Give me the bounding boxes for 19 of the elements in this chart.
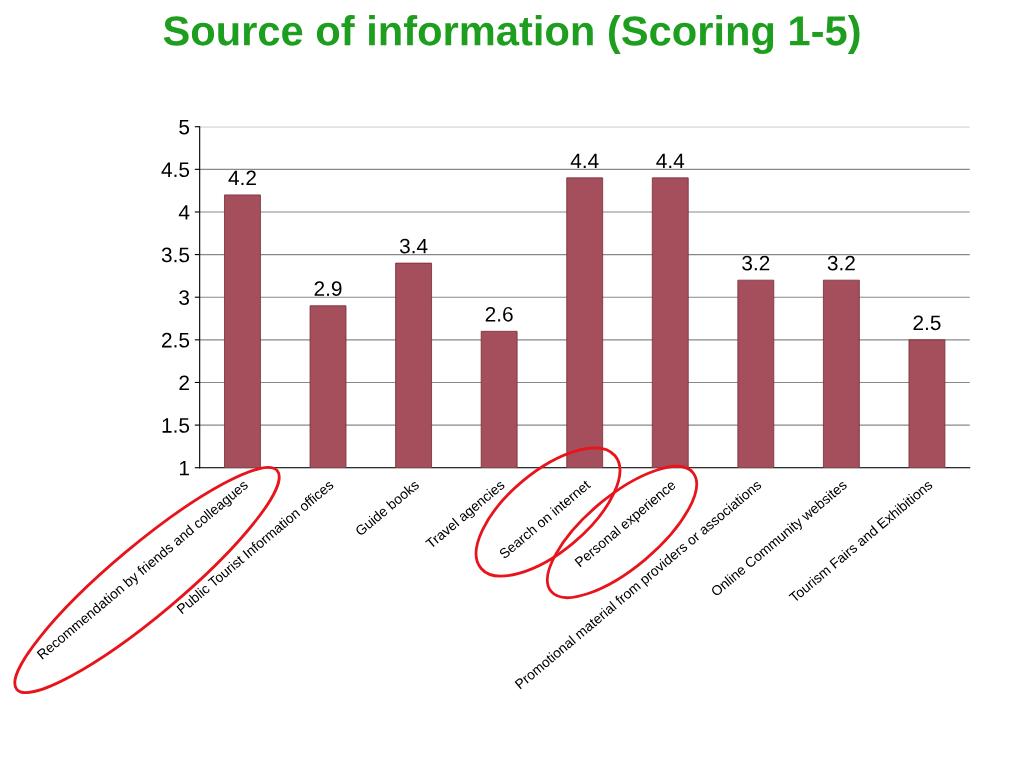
- data-label: 2.6: [485, 306, 513, 322]
- y-tick-label: 5: [179, 119, 190, 135]
- data-label: 4.4: [656, 153, 685, 168]
- y-tick-label: 3: [179, 290, 190, 305]
- y-tick-label: 4.5: [161, 162, 190, 178]
- y-tick-label: 1.5: [162, 418, 190, 433]
- data-label: 2.5: [913, 315, 941, 331]
- chart-title: Source of information (Scoring 1-5): [163, 15, 860, 55]
- data-label: 3.4: [399, 238, 428, 254]
- y-tick-label: 3.5: [161, 247, 190, 263]
- data-label: 4.4: [570, 153, 599, 168]
- y-tick-label: 2.5: [162, 332, 190, 348]
- data-label: 4.2: [228, 170, 256, 186]
- y-tick-label: 4: [178, 205, 190, 220]
- data-label: 2.9: [314, 281, 342, 297]
- data-label: 3.2: [827, 255, 855, 271]
- data-label: 3.2: [742, 255, 770, 271]
- y-tick-label: 1: [179, 460, 189, 476]
- y-tick-label: 2: [179, 375, 189, 391]
